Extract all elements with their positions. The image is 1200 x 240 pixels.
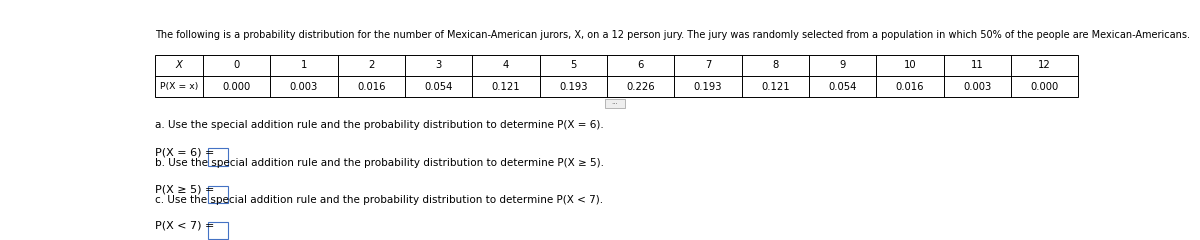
Text: a. Use the special addition rule and the probability distribution to determine P: a. Use the special addition rule and the… [155, 120, 604, 130]
Text: 0.000: 0.000 [222, 82, 251, 91]
Text: P(X < 7) =: P(X < 7) = [155, 221, 214, 231]
Text: 0.003: 0.003 [290, 82, 318, 91]
Text: The following is a probability distribution for the number of Mexican-American j: The following is a probability distribut… [155, 30, 1189, 40]
Text: c. Use the special addition rule and the probability distribution to determine P: c. Use the special addition rule and the… [155, 195, 602, 205]
Bar [155, 55, 1078, 97]
Text: 0.054: 0.054 [828, 82, 857, 91]
Bar [208, 222, 228, 240]
Text: 10: 10 [904, 60, 916, 70]
Text: 0.000: 0.000 [1031, 82, 1058, 91]
Text: 8: 8 [772, 60, 779, 70]
Bar [208, 186, 228, 204]
Text: 9: 9 [839, 60, 846, 70]
Text: 7: 7 [704, 60, 712, 70]
Text: 2: 2 [368, 60, 374, 70]
Text: X: X [175, 60, 182, 70]
Text: P(X = 6) =: P(X = 6) = [155, 147, 214, 157]
Text: 5: 5 [570, 60, 576, 70]
Text: 11: 11 [971, 60, 984, 70]
Bar [605, 99, 625, 108]
Text: 0.016: 0.016 [358, 82, 385, 91]
Text: 0.003: 0.003 [964, 82, 991, 91]
Text: 3: 3 [436, 60, 442, 70]
Text: 0.121: 0.121 [761, 82, 790, 91]
Text: 4: 4 [503, 60, 509, 70]
Text: 12: 12 [1038, 60, 1051, 70]
Text: ···: ··· [612, 101, 618, 107]
Text: 0.226: 0.226 [626, 82, 655, 91]
Text: 0.193: 0.193 [694, 82, 722, 91]
Text: 0.193: 0.193 [559, 82, 588, 91]
Text: 0.121: 0.121 [492, 82, 521, 91]
Text: 0.016: 0.016 [895, 82, 924, 91]
Text: 6: 6 [637, 60, 643, 70]
Text: P(X ≥ 5) =: P(X ≥ 5) = [155, 185, 214, 195]
Text: 1: 1 [301, 60, 307, 70]
Text: 0.054: 0.054 [425, 82, 452, 91]
Text: 0: 0 [234, 60, 240, 70]
Bar [208, 148, 228, 166]
Text: P(X = x): P(X = x) [160, 82, 198, 91]
Text: b. Use the special addition rule and the probability distribution to determine P: b. Use the special addition rule and the… [155, 158, 604, 168]
